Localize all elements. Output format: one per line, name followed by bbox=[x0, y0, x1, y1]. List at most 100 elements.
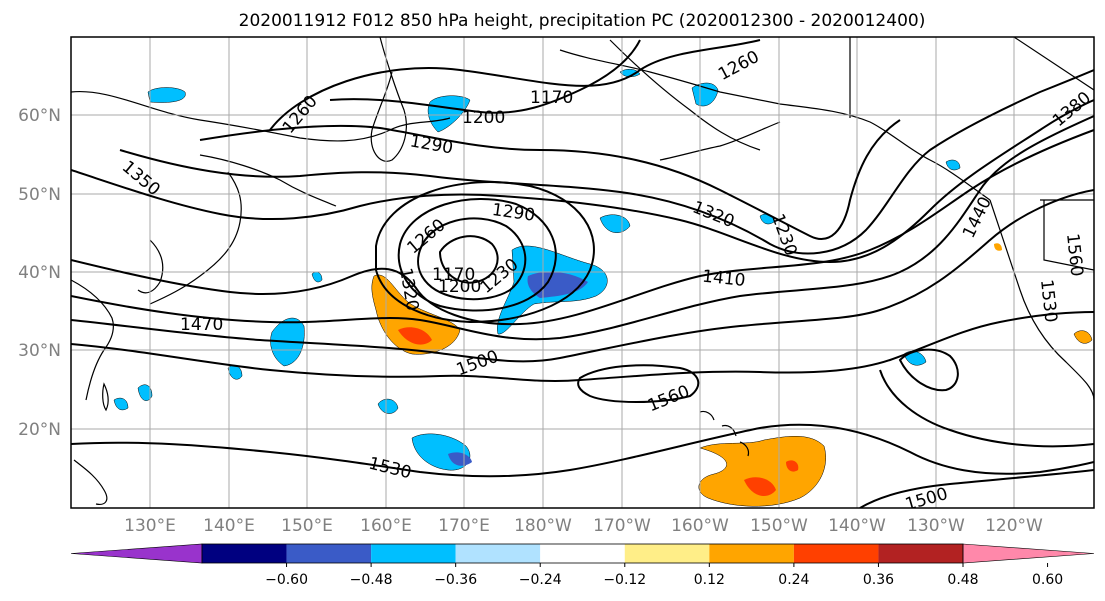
colorbar-tick-label: 0.36 bbox=[863, 572, 894, 588]
precip-area-neg-13 bbox=[945, 159, 961, 171]
lon-label-170e: 170°E bbox=[438, 516, 490, 536]
contour-1320-north bbox=[119, 69, 1094, 255]
precip-area-neg-14 bbox=[137, 384, 153, 401]
contour-label: 1410 bbox=[701, 267, 746, 291]
contour-1440 bbox=[71, 115, 1094, 341]
latitude-labels: 60°N 50°N 40°N 30°N 20°N bbox=[18, 106, 61, 440]
colorbar: −0.60 −0.48 −0.36 −0.24 −0.12 0.12 0.24 0.36 0.4… bbox=[70, 543, 1095, 588]
colorbar-segment bbox=[371, 544, 456, 563]
lon-label-160e: 160°E bbox=[360, 516, 412, 536]
lat-label-40n: 40°N bbox=[18, 263, 61, 283]
coast-japan bbox=[149, 171, 242, 305]
coast-asia-north bbox=[71, 90, 451, 142]
lon-label-130w: 130°W bbox=[907, 516, 965, 536]
contour-1500-south bbox=[859, 469, 1094, 508]
precip-area-pos-2-core bbox=[744, 477, 776, 496]
precip-area-neg-1 bbox=[147, 87, 186, 103]
lat-label-30n: 30°N bbox=[18, 341, 61, 361]
contour-label: 1530 bbox=[1036, 278, 1060, 323]
colorbar-segment bbox=[286, 544, 372, 563]
contour-label: 1170 bbox=[432, 265, 475, 285]
precip-area-neg-3 bbox=[691, 82, 719, 107]
colorbar-tick-label: 0.48 bbox=[947, 572, 978, 588]
contour-label: 1560 bbox=[1062, 232, 1086, 277]
precip-area-pos-4 bbox=[1073, 330, 1093, 344]
colorbar-tick-label: −0.12 bbox=[603, 572, 646, 588]
longitude-labels: 130°E 140°E 150°E 160°E 170°E 180°W 170°… bbox=[124, 516, 1043, 536]
coast-korea bbox=[137, 239, 164, 294]
lon-label-160w: 160°W bbox=[671, 516, 729, 536]
colorbar-segment-extend-min bbox=[70, 543, 203, 564]
precip-area-neg-2 bbox=[427, 95, 471, 133]
colorbar-tick-label: 0.60 bbox=[1032, 572, 1063, 588]
colorbar-segment bbox=[624, 544, 710, 563]
contour-1470 bbox=[71, 189, 1094, 363]
colorbar-segment-extend-max bbox=[962, 543, 1095, 564]
precip-area-pos-1-core bbox=[398, 327, 432, 345]
height-contours bbox=[71, 39, 1094, 508]
contour-1290-north bbox=[199, 119, 901, 240]
contour-1410 bbox=[71, 129, 1094, 326]
precip-area-pos-3 bbox=[786, 460, 799, 472]
colorbar-tick-label: −0.60 bbox=[265, 572, 308, 588]
precip-area-neg-8-core bbox=[448, 452, 472, 466]
colorbar-tick-label: −0.36 bbox=[434, 572, 477, 588]
precip-area-neg-15 bbox=[113, 397, 129, 411]
contour-1530-south bbox=[71, 423, 1094, 478]
colorbar-segment bbox=[202, 544, 287, 563]
coastlines bbox=[71, 37, 1094, 505]
contour-1260-north bbox=[269, 39, 761, 131]
precip-area-neg-9 bbox=[377, 398, 399, 414]
contour-label: 1200 bbox=[462, 108, 505, 128]
lon-label-130e: 130°E bbox=[124, 516, 176, 536]
colorbar-tick-labels: −0.60 −0.48 −0.36 −0.24 −0.12 0.12 0.24 0.36 0.4… bbox=[265, 563, 1063, 588]
lon-label-150w: 150°W bbox=[750, 516, 808, 536]
colorbar-tick-label: 0.24 bbox=[778, 572, 809, 588]
contour-label: 1470 bbox=[180, 315, 223, 335]
lon-label-180w: 180°W bbox=[514, 516, 572, 536]
colorbar-tick-label: −0.48 bbox=[350, 572, 393, 588]
contour-label: 1170 bbox=[530, 88, 573, 108]
precip-area-pos-5 bbox=[994, 243, 1002, 251]
map-panel: 1260 1200 1170 1260 1290 1350 1290 1260 … bbox=[70, 36, 1095, 509]
lon-label-140e: 140°E bbox=[203, 516, 255, 536]
coast-north-america bbox=[989, 199, 1094, 401]
coast-philippines bbox=[73, 459, 108, 505]
coast-alaska bbox=[559, 49, 991, 201]
contour-low-ring-2 bbox=[417, 217, 527, 301]
coast-sea-of-okhotsk bbox=[199, 154, 337, 207]
contour-1530-east bbox=[879, 369, 1094, 448]
contour-1350 bbox=[71, 99, 1094, 264]
colorbar-segment bbox=[540, 544, 625, 563]
colorbar-tick-label: −0.24 bbox=[519, 572, 562, 588]
colorbar-segment bbox=[793, 544, 879, 563]
colorbar-segment bbox=[878, 544, 963, 563]
coast-aleutians bbox=[659, 121, 781, 161]
contour-1560-central bbox=[577, 364, 700, 403]
coast-canada-border bbox=[849, 37, 1094, 271]
colorbar-segment bbox=[709, 544, 794, 563]
colorbar-frame bbox=[201, 543, 964, 564]
contour-1560-east bbox=[898, 348, 959, 392]
lat-label-50n: 50°N bbox=[18, 185, 61, 205]
colorbar-segment bbox=[455, 544, 541, 563]
lon-label-170w: 170°W bbox=[593, 516, 651, 536]
lat-label-20n: 20°N bbox=[18, 420, 61, 440]
colorbar-segments bbox=[70, 543, 1095, 564]
contour-label: 1200 bbox=[438, 277, 481, 297]
contour-low-ring-4 bbox=[375, 181, 595, 324]
map-title: 2020011912 F012 850 hPa height, precipit… bbox=[239, 11, 926, 31]
map-frame bbox=[70, 36, 1095, 509]
lon-label-150e: 150°E bbox=[281, 516, 333, 536]
coast-kamchatka bbox=[370, 37, 407, 162]
coast-taiwan bbox=[102, 382, 109, 412]
lon-label-120w: 120°W bbox=[985, 516, 1043, 536]
colorbar-tick-label: 0.12 bbox=[694, 572, 725, 588]
lat-label-60n: 60°N bbox=[18, 106, 61, 126]
precip-area-neg-4 bbox=[619, 69, 641, 77]
contour-1500 bbox=[71, 311, 1094, 382]
precip-area-pos-2 bbox=[698, 435, 826, 507]
precip-positive-areas bbox=[371, 243, 1093, 507]
coast-china bbox=[71, 279, 114, 401]
